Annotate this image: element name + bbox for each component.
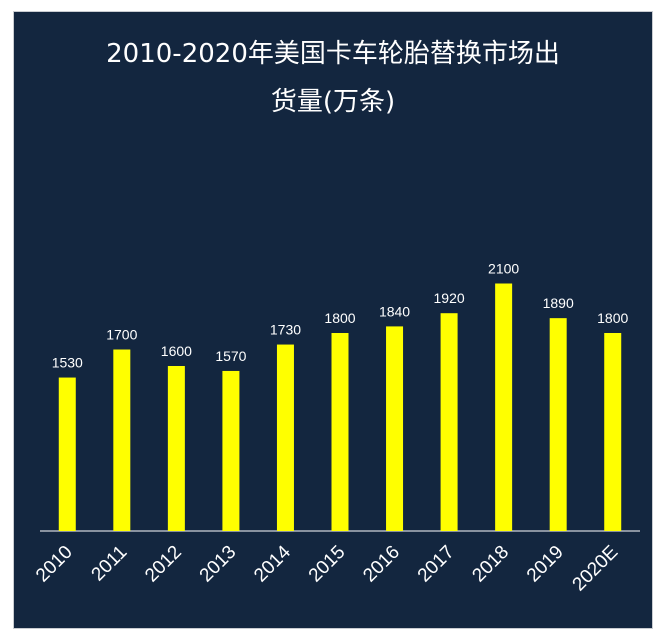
data-label-2019: 1890 (543, 295, 574, 311)
bar-2017 (440, 313, 458, 531)
x-tick-label-2019: 2019 (523, 542, 568, 587)
data-label-2015: 1800 (324, 310, 355, 326)
bar-2015 (331, 333, 349, 531)
x-tick-label-2020E: 2020E (569, 542, 623, 596)
chart-frame: 2010-2020年美国卡车轮胎替换市场出 货量(万条) 1530 2010 170… (13, 11, 653, 629)
x-tick-label-2011: 2011 (88, 542, 132, 586)
data-label-2010: 1530 (52, 355, 83, 371)
bar-2010 (58, 377, 76, 531)
chart-title-line-2: 货量(万条) (270, 87, 396, 117)
data-label-2014: 1730 (270, 322, 301, 338)
data-label-2013: 1570 (215, 348, 246, 364)
x-tick-label-2012: 2012 (141, 542, 186, 587)
chart-title: 2010-2020年美国卡车轮胎替换市场出 货量(万条) (14, 30, 652, 126)
bar-2014 (276, 344, 294, 531)
data-label-2018: 2100 (488, 261, 519, 277)
chart-plot: 1530 2010 1700 2011 1600 2012 1570 2013 1730 2014… (32, 261, 640, 596)
bar-2011 (113, 349, 131, 531)
bar-2019 (549, 318, 567, 531)
data-label-2017: 1920 (434, 290, 465, 306)
data-label-2012: 1600 (161, 343, 192, 359)
data-label-2011: 1700 (106, 327, 137, 343)
bar-2013 (222, 370, 240, 531)
x-tick-label-2016: 2016 (359, 542, 404, 587)
x-tick-label-2014: 2014 (250, 541, 295, 586)
x-tick-label-2010: 2010 (32, 542, 77, 587)
x-tick-label-2018: 2018 (468, 542, 513, 587)
data-label-2020E: 1800 (597, 310, 628, 326)
x-tick-label-2015: 2015 (305, 542, 350, 587)
bar-2012 (167, 366, 185, 531)
bar-2020E (604, 333, 622, 531)
data-label-2016: 1840 (379, 303, 410, 319)
x-tick-label-2013: 2013 (196, 542, 241, 587)
bar-2018 (495, 283, 513, 531)
x-tick-label-2017: 2017 (414, 542, 459, 587)
bar-2016 (386, 326, 404, 531)
chart-title-line-1: 2010-2020年美国卡车轮胎替换市场出 (106, 39, 560, 69)
